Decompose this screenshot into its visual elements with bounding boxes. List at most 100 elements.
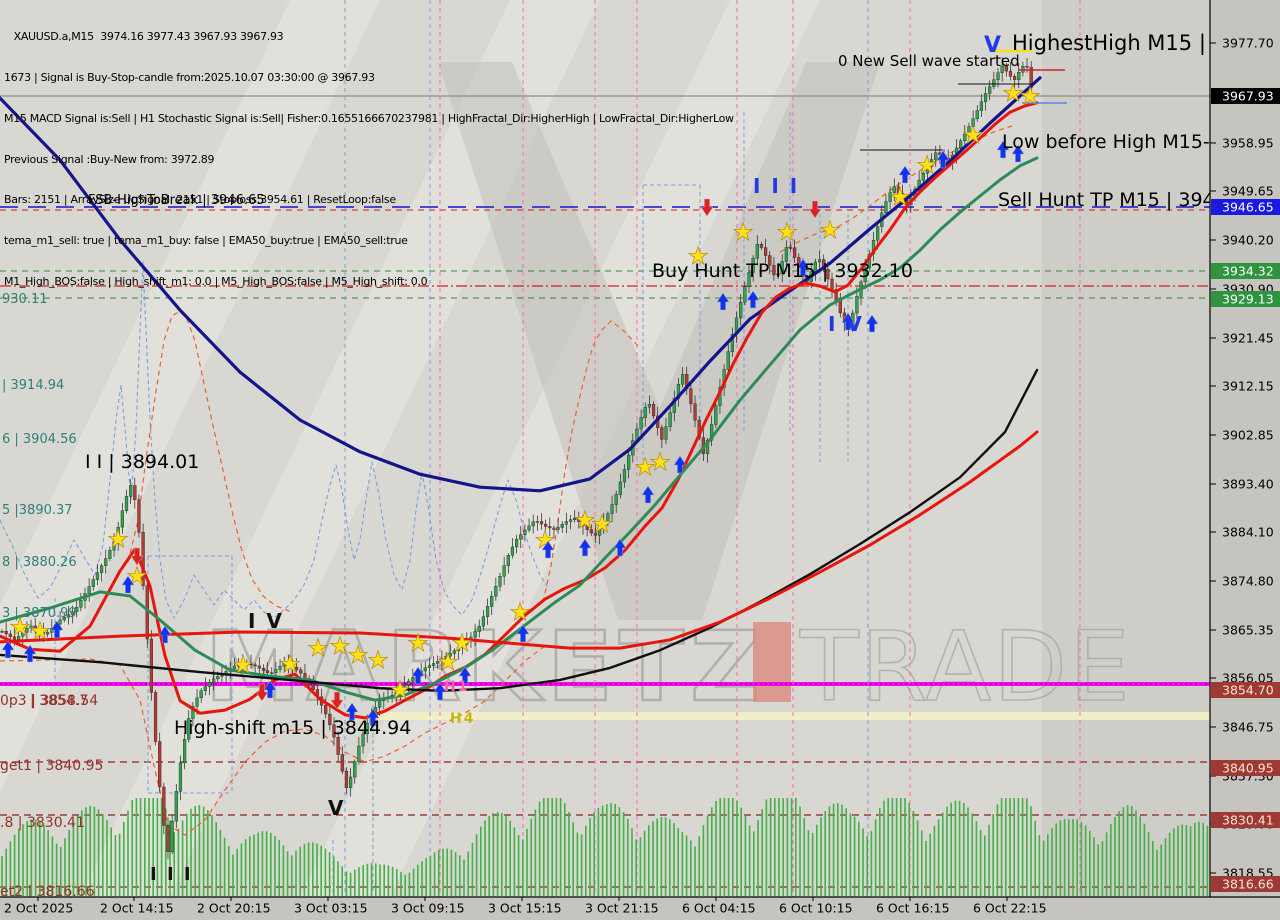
buy-arrow-icon (578, 538, 592, 557)
candle-body (693, 403, 697, 421)
price-axis-label: 3893.40 (1222, 477, 1274, 492)
volume-bar (816, 824, 818, 896)
volume-bar (908, 802, 910, 896)
volume-bar (429, 855, 432, 896)
volume-bar (895, 798, 898, 896)
star-signal-icon: ★ (347, 641, 369, 669)
candle-body (971, 118, 975, 127)
volume-bar (366, 863, 369, 896)
volume-bar (5, 848, 7, 896)
candle-body (87, 586, 91, 594)
star-signal-icon: ★ (962, 121, 984, 149)
star-signal-icon: ★ (232, 651, 254, 679)
volume-bar (706, 815, 709, 896)
volume-bar (988, 824, 990, 896)
time-axis-label: 3 Oct 09:15 (391, 901, 465, 916)
candle-body (618, 481, 622, 495)
candle-body (195, 697, 199, 707)
volume-bar (253, 834, 255, 896)
chart-annotation: et2 | 3816.66 (0, 884, 95, 900)
candle-body (606, 513, 610, 523)
band-spike-left-line (127, 310, 293, 613)
volume-bar (286, 851, 289, 896)
candle-body (340, 754, 344, 772)
volume-bar (186, 813, 188, 896)
volume-bar (1118, 811, 1120, 896)
watermark-text-right: TRADE (799, 611, 1132, 723)
price-axis-label: 3902.85 (1222, 428, 1274, 443)
volume-layer (1, 798, 1209, 896)
volume-bar (673, 823, 675, 896)
volume-bar (181, 820, 184, 896)
candle-body (610, 504, 614, 514)
buy-arrow-icon (641, 485, 655, 504)
volume-bar (530, 818, 532, 896)
candle-body (589, 529, 593, 534)
candle-body (365, 722, 369, 735)
buy-arrow-icon (158, 625, 172, 644)
candle-body (361, 733, 365, 747)
candle-body (66, 614, 70, 618)
candle-body (647, 403, 651, 408)
volume-bar (845, 808, 847, 896)
volume-bar (198, 805, 201, 896)
candle-body (336, 736, 340, 755)
candle-body (925, 166, 930, 174)
volume-bar (1005, 798, 1007, 896)
volume-bar (904, 798, 906, 896)
volume-bar (757, 819, 759, 896)
volume-bar (677, 828, 679, 896)
candle-body (780, 261, 784, 275)
volume-bar (828, 806, 831, 896)
candle-body (581, 521, 585, 527)
volume-bar (610, 803, 612, 896)
volume-bar (723, 798, 726, 896)
candle-body (137, 499, 141, 533)
price-axis-label: 3949.65 (1222, 184, 1274, 199)
volume-bar (954, 800, 957, 896)
candle-body (99, 565, 104, 573)
price-level-box (1211, 88, 1280, 104)
volume-bar (270, 832, 272, 896)
volume-bar (1185, 825, 1188, 896)
volume-bar (702, 825, 705, 896)
volume-bar (148, 798, 150, 896)
candle-body (930, 159, 934, 167)
volume-bar (345, 871, 348, 896)
volume-bar (1126, 805, 1129, 896)
volume-bar (547, 798, 549, 896)
buy-arrow-icon (898, 165, 912, 184)
candle-body (705, 439, 710, 454)
candle-body (1004, 65, 1008, 72)
buy-arrow-icon (1, 640, 15, 659)
volume-bar (820, 817, 822, 896)
candle-body (62, 616, 66, 621)
buy-arrow-icon (458, 666, 472, 685)
volume-bar (534, 809, 537, 896)
volume-bar (492, 813, 495, 896)
candle-body (207, 682, 212, 687)
volume-bar (866, 836, 868, 896)
volume-bar (992, 814, 994, 896)
candle-body (772, 265, 776, 276)
volume-bar (807, 830, 810, 896)
chart-annotation: Sell Hunt TP M15 | 3946.75 (998, 189, 1257, 211)
candle-body (817, 259, 822, 263)
price-level-box (1211, 760, 1280, 776)
volume-bar (870, 830, 873, 896)
volume-bar (1114, 816, 1116, 896)
volume-bar (396, 869, 398, 896)
volume-bar (799, 806, 801, 896)
volume-bar (1059, 820, 1062, 896)
buy-arrow-icon (841, 312, 855, 331)
candle-body (436, 661, 440, 664)
candle-body (975, 110, 979, 120)
volume-bar (433, 852, 436, 896)
volume-bar (1168, 832, 1171, 896)
chart-annotation: I I I (753, 174, 799, 198)
volume-bar (1131, 805, 1133, 896)
star-signal-icon: ★ (916, 151, 938, 179)
candle-body (50, 628, 54, 633)
price-axis-label: 3856.05 (1222, 671, 1274, 686)
